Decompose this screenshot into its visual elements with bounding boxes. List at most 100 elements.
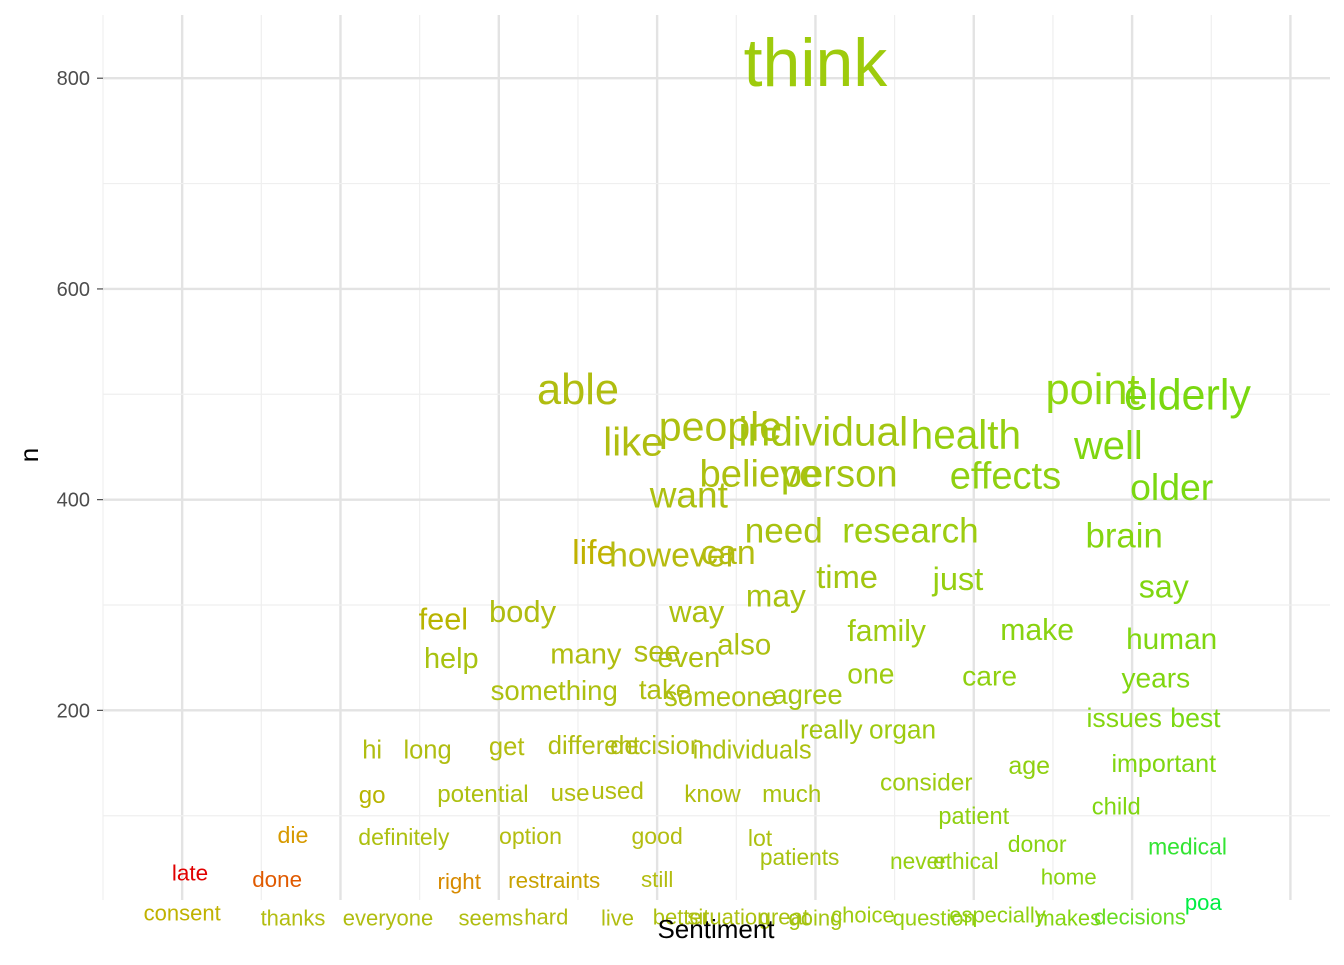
word-label-use: use: [551, 780, 590, 807]
word-label-restraints: restraints: [508, 868, 600, 893]
word-label-live: live: [601, 906, 634, 931]
word-label-important: important: [1111, 750, 1216, 778]
word-label-consent: consent: [144, 900, 221, 925]
word-label-option: option: [499, 823, 562, 849]
word-label-different: different: [548, 732, 640, 760]
word-label-someone: someone: [664, 681, 777, 712]
word-label-child: child: [1092, 794, 1141, 821]
y-tick-label: 800: [57, 68, 90, 90]
word-label-individuals: individuals: [693, 736, 812, 764]
word-label-people: people: [659, 403, 782, 449]
word-label-older: older: [1130, 466, 1213, 508]
word-label-decision: decision: [610, 732, 704, 760]
word-label-hard: hard: [524, 905, 568, 930]
word-label-home: home: [1041, 865, 1097, 890]
word-label-feel: feel: [419, 601, 468, 636]
word-label-one: one: [847, 657, 894, 689]
word-label-take: take: [639, 674, 691, 705]
word-label-done: done: [252, 867, 302, 892]
word-label-medical: medical: [1148, 833, 1227, 859]
word-label-issues: issues: [1086, 703, 1161, 733]
word-label-everyone: everyone: [343, 906, 434, 931]
word-label-situation: situation: [687, 905, 769, 930]
word-label-better: better: [653, 905, 709, 930]
word-label-person: person: [781, 453, 898, 496]
word-label-brain: brain: [1085, 517, 1162, 556]
word-label-organ: organ: [869, 714, 936, 744]
word-label-poa: poa: [1185, 890, 1223, 915]
word-label-late: late: [172, 860, 208, 885]
word-label-family: family: [847, 615, 926, 648]
word-label-makes: makes: [1036, 906, 1101, 931]
word-label-something: something: [491, 675, 618, 706]
word-label-much: much: [762, 781, 821, 808]
axis-layer: 200 400 600 800: [57, 68, 103, 722]
word-label-research: research: [842, 511, 978, 550]
word-label-hi: hi: [362, 736, 382, 764]
word-label-consider: consider: [880, 770, 973, 797]
word-label-effects: effects: [950, 456, 1061, 498]
word-label-patients: patients: [760, 844, 839, 870]
word-label-body: body: [489, 594, 557, 629]
word-label-die: die: [278, 822, 309, 848]
word-label-also: also: [717, 628, 771, 661]
word-label-way: way: [668, 594, 725, 629]
word-label-like: like: [603, 421, 663, 465]
word-label-want: want: [649, 474, 729, 515]
x-axis-label: Sentiment: [657, 914, 775, 944]
word-label-make: make: [1000, 614, 1074, 647]
word-label-patient: patient: [938, 804, 1009, 830]
word-label-believe: believe: [700, 453, 821, 496]
word-label-care: care: [962, 659, 1017, 691]
word-label-agree: agree: [772, 679, 842, 710]
word-label-never: never: [890, 848, 947, 874]
word-label-say: say: [1139, 568, 1190, 604]
y-tick-label: 600: [57, 279, 90, 301]
word-label-point: point: [1045, 366, 1139, 414]
word-label-long: long: [403, 736, 451, 764]
word-label-may: may: [746, 578, 806, 614]
word-label-can: can: [701, 534, 756, 572]
word-label-especially: especially: [949, 902, 1046, 927]
word-label-decisions: decisions: [1094, 905, 1186, 930]
y-tick-label: 200: [57, 700, 90, 722]
word-label-get: get: [489, 733, 525, 761]
word-label-well: well: [1073, 424, 1143, 468]
word-label-able: able: [537, 366, 619, 414]
word-label-human: human: [1126, 623, 1217, 656]
word-label-help: help: [424, 643, 479, 675]
word-label-choice: choice: [831, 902, 895, 927]
word-label-many: many: [550, 639, 622, 671]
word-label-definitely: definitely: [358, 824, 450, 850]
word-label-go: go: [359, 782, 386, 809]
word-label-question: question: [893, 906, 976, 931]
word-label-just: just: [932, 560, 984, 597]
word-label-life: life: [572, 534, 615, 572]
word-label-years: years: [1121, 663, 1190, 694]
word-label-elderly: elderly: [1124, 371, 1251, 419]
word-label-seems: seems: [458, 906, 523, 931]
word-label-see: see: [634, 637, 681, 669]
word-label-need: need: [745, 511, 823, 550]
y-axis-label: n: [14, 448, 44, 462]
word-label-good: good: [631, 823, 682, 849]
word-label-best: best: [1170, 703, 1221, 733]
word-label-think: think: [744, 25, 889, 101]
word-label-going: going: [789, 906, 843, 931]
word-label-time: time: [816, 558, 878, 595]
word-label-age: age: [1008, 752, 1050, 780]
word-label-great: great: [759, 905, 809, 930]
word-label-individual: individual: [739, 408, 909, 454]
word-label-potential: potential: [437, 781, 528, 808]
word-label-right: right: [438, 869, 482, 894]
word-label-thanks: thanks: [261, 906, 326, 931]
grid-layer: [102, 15, 1330, 900]
word-label-really: really: [800, 714, 863, 744]
word-label-lot: lot: [748, 825, 773, 851]
word-label-donor: donor: [1008, 831, 1067, 857]
word-label-however: however: [609, 536, 737, 574]
word-label-still: still: [641, 867, 673, 892]
